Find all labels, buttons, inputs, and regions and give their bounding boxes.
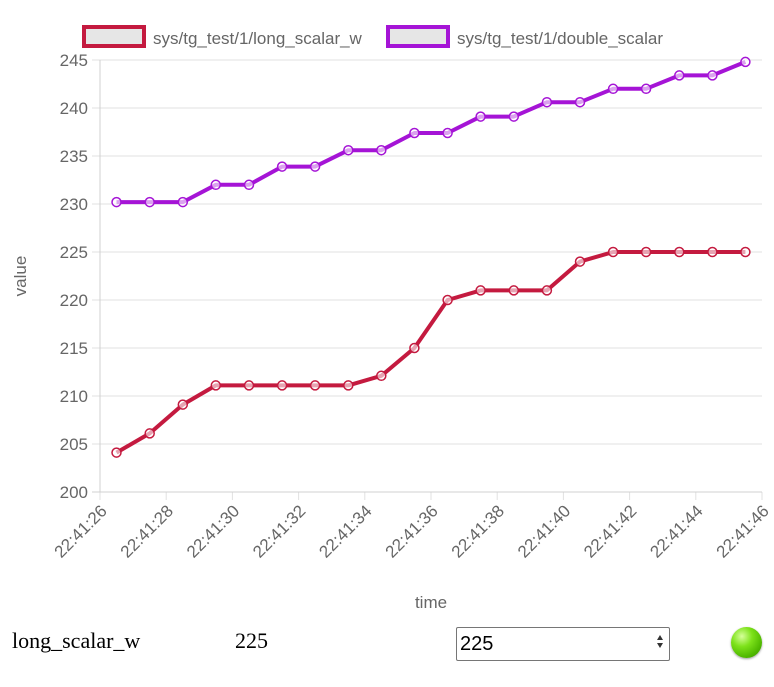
x-tick-label: 22:41:28 xyxy=(117,501,177,561)
y-tick-label: 240 xyxy=(60,99,88,118)
series-2-point xyxy=(640,83,652,95)
series-2-point xyxy=(276,161,288,172)
legend-swatch xyxy=(386,25,450,48)
series-1-point xyxy=(674,246,685,258)
x-tick-label: 22:41:44 xyxy=(646,501,706,561)
attribute-name: long_scalar_w xyxy=(12,628,141,653)
series-1-point xyxy=(640,246,652,258)
series-2-point xyxy=(508,111,520,122)
series-2-point xyxy=(309,161,321,172)
y-tick-label: 225 xyxy=(60,243,88,262)
series-2-point xyxy=(409,127,420,139)
x-tick-labels: 22:41:26 22:41:28 22:41:30 22:41:32 22:41:34… xyxy=(51,501,773,561)
y-tick-labels: 200 205 210 215 220 225 230 235 240 245 xyxy=(60,51,88,502)
series-1-point xyxy=(409,342,420,354)
series-2-point xyxy=(442,127,453,139)
spin-arrows[interactable] xyxy=(654,632,666,656)
series-1-point xyxy=(144,428,155,439)
x-tick-label: 22:41:26 xyxy=(51,501,111,561)
y-tick-label: 200 xyxy=(60,483,88,502)
series-2-point xyxy=(541,96,553,108)
x-tick-label: 22:41:34 xyxy=(315,501,375,561)
series-1-point xyxy=(276,380,288,391)
series-2-point xyxy=(376,144,387,156)
series-lines xyxy=(115,60,747,455)
series-2-point xyxy=(574,96,586,108)
y-tick-label: 210 xyxy=(60,387,88,406)
status-led-icon xyxy=(731,627,762,658)
y-tick-label: 245 xyxy=(60,51,88,70)
x-tick-label: 22:41:32 xyxy=(249,501,309,561)
series-1-point xyxy=(475,285,486,296)
x-tick-label: 22:41:40 xyxy=(514,501,574,561)
series-2-point xyxy=(475,111,486,122)
x-tick-label: 22:41:42 xyxy=(580,501,640,561)
series-1-point xyxy=(574,256,586,267)
series-2-point xyxy=(740,56,751,68)
series-1-point xyxy=(607,246,619,258)
gridlines xyxy=(92,59,763,500)
series-1-point xyxy=(442,294,453,306)
x-tick-label: 22:41:36 xyxy=(382,501,442,561)
series-points xyxy=(111,56,751,458)
series-line-2 xyxy=(116,60,747,205)
value-input[interactable] xyxy=(460,630,650,658)
series-2-point xyxy=(707,70,718,81)
series-1-point xyxy=(243,380,255,391)
legend-swatch xyxy=(82,25,146,48)
legend: sys/tg_test/1/long_scalar_w sys/tg_test/1… xyxy=(82,25,663,48)
series-1-point xyxy=(707,246,718,258)
series-2-point xyxy=(343,144,354,156)
chevron-up-icon[interactable] xyxy=(657,635,663,640)
series-2-point xyxy=(177,196,189,208)
attribute-value: 225 xyxy=(235,628,268,653)
series-2-point xyxy=(210,179,222,191)
x-tick-label: 22:41:38 xyxy=(448,501,508,561)
series-line-1 xyxy=(115,250,746,455)
y-axis-title: value xyxy=(11,256,30,297)
series-1-point xyxy=(541,285,553,296)
x-tick-label: 22:41:46 xyxy=(713,501,773,561)
series-1-point xyxy=(740,246,751,258)
series-1-point xyxy=(177,399,189,410)
y-tick-label: 205 xyxy=(60,435,88,454)
series-1-point xyxy=(376,370,387,382)
series-1-point xyxy=(309,380,321,391)
series-2-point xyxy=(607,83,619,95)
x-tick-label: 22:41:30 xyxy=(183,501,243,561)
axes xyxy=(92,60,762,493)
series-1-point xyxy=(343,380,354,391)
series-1-point xyxy=(508,285,520,296)
series-2-point xyxy=(243,179,255,191)
chevron-down-icon[interactable] xyxy=(657,643,663,648)
series-2-point xyxy=(674,70,685,81)
series-1-point xyxy=(111,447,122,458)
legend-label: sys/tg_test/1/double_scalar xyxy=(457,29,663,48)
series-2-point xyxy=(144,196,155,208)
series-2-point xyxy=(111,196,122,208)
value-spinbox[interactable] xyxy=(456,627,670,661)
y-tick-label: 220 xyxy=(60,291,88,310)
legend-label: sys/tg_test/1/long_scalar_w xyxy=(153,29,363,48)
y-tick-label: 215 xyxy=(60,339,88,358)
attribute-row: long_scalar_w 225 xyxy=(0,620,774,670)
x-axis-title: time xyxy=(415,593,447,612)
y-tick-label: 235 xyxy=(60,147,88,166)
y-tick-label: 230 xyxy=(60,195,88,214)
series-1-point xyxy=(210,380,222,391)
